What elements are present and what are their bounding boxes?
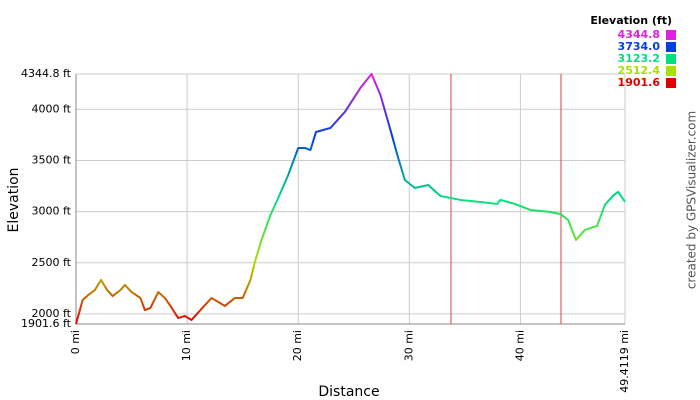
legend-swatch: [666, 54, 676, 64]
x-tick-label: 10 mi: [180, 330, 193, 361]
legend-label: 4344.8: [618, 28, 660, 41]
y-tick-label: 4000 ft: [32, 102, 72, 115]
y-tick-label: 2500 ft: [32, 256, 72, 269]
x-tick-label: 30 mi: [402, 330, 415, 361]
legend-label: 3734.0: [618, 40, 661, 53]
y-tick-label: 4344.8 ft: [21, 67, 72, 80]
legend-swatch: [666, 66, 676, 76]
legend-swatch: [666, 42, 676, 52]
legend-label: 1901.6: [618, 76, 661, 89]
y-tick-label: 3000 ft: [32, 205, 72, 218]
x-tick-label: 0 mi: [69, 330, 82, 354]
y-tick-label: 2000 ft: [32, 307, 72, 320]
x-tick-label: 49.4119 mi: [618, 330, 631, 393]
y-tick-label: 3500 ft: [32, 153, 72, 166]
legend-swatch: [666, 78, 676, 88]
elevation-line: [75, 72, 626, 325]
legend-swatch: [666, 30, 676, 40]
x-axis-title: Distance: [318, 384, 379, 400]
y-tick-label: 1901.6 ft: [21, 317, 72, 330]
legend-label: 3123.2: [618, 52, 660, 65]
credit: created by GPSVisualizer.com: [685, 111, 699, 289]
legend-title: Elevation (ft): [590, 14, 672, 27]
x-tick-label: 20 mi: [291, 330, 304, 361]
legend-label: 2512.4: [618, 64, 661, 77]
x-tick-label: 40 mi: [513, 330, 526, 361]
y-axis-title: Elevation: [6, 167, 22, 232]
